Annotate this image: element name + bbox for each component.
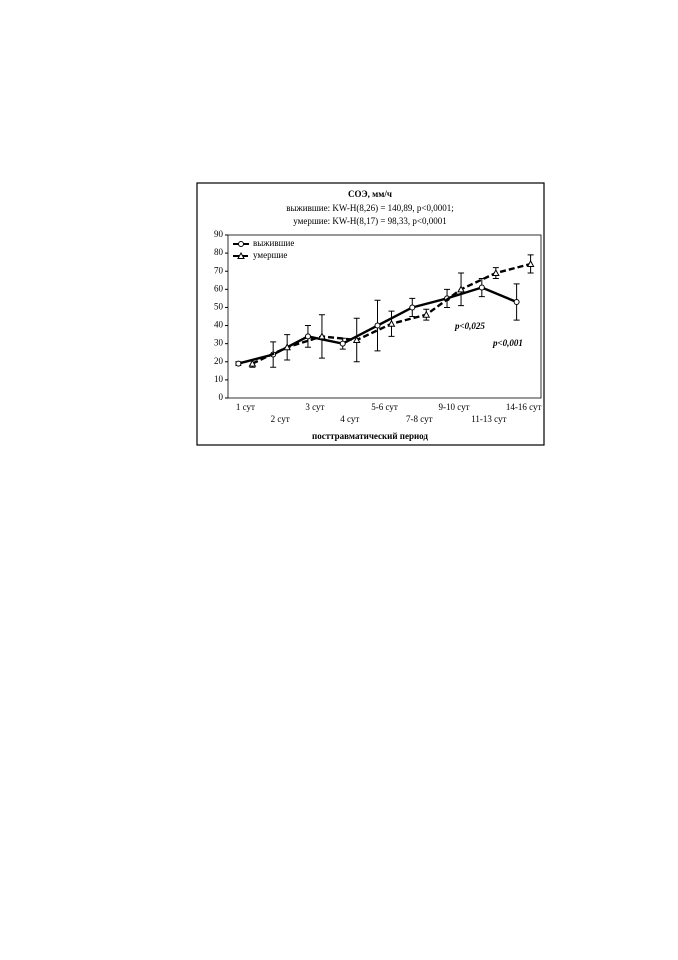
legend-marker — [237, 251, 245, 259]
point-marker — [374, 322, 381, 329]
y-tick-label: 30 — [214, 338, 224, 348]
point-marker — [248, 359, 257, 367]
point-marker — [457, 285, 465, 293]
point-marker — [409, 304, 416, 311]
point-marker — [478, 284, 485, 291]
chart-subtitle: выжившие: KW-H(8,26) = 140,89, p<0,0001; — [286, 203, 453, 213]
figure-frame — [196, 182, 545, 446]
point-marker — [283, 343, 292, 351]
point-marker — [339, 340, 346, 347]
point-marker — [422, 310, 431, 318]
y-tick-label: 20 — [214, 356, 224, 366]
point-marker — [352, 335, 361, 344]
point-marker — [235, 360, 242, 367]
y-tick-label: 40 — [214, 320, 224, 330]
y-tick-label: 70 — [214, 265, 224, 275]
point-marker — [491, 268, 500, 277]
x-tick-label: 5-6 сут — [371, 402, 398, 412]
y-tick-label: 80 — [214, 247, 224, 257]
y-tick-label: 0 — [219, 392, 224, 402]
x-tick-label: 3 сут — [305, 402, 324, 412]
point-marker — [513, 299, 520, 306]
legend-label: умершие — [253, 250, 287, 260]
annotation: p<0,025 — [454, 321, 485, 331]
x-tick-label: 7-8 сут — [406, 414, 433, 424]
point-marker — [387, 319, 396, 327]
y-tick-label: 90 — [214, 229, 224, 239]
point-marker — [304, 333, 311, 340]
x-axis-label: посттравматический период — [312, 431, 428, 441]
x-tick-label: 11-13 сут — [471, 414, 506, 424]
point-marker — [318, 332, 326, 340]
x-tick-label: 2 сут — [271, 414, 290, 424]
x-tick-label: 14-16 сут — [506, 402, 542, 412]
x-tick-label: 9-10 сут — [439, 402, 470, 412]
plot-frame — [227, 234, 542, 399]
y-tick-label: 50 — [214, 302, 224, 312]
x-tick-label: 4 сут — [340, 414, 359, 424]
legend-label: выжившие — [253, 238, 294, 248]
point-marker — [526, 259, 535, 267]
chart-subtitle: умершие: KW-H(8,17) = 98,33, p<0,0001 — [293, 216, 446, 226]
x-tick-label: 1 сут — [236, 402, 255, 412]
y-tick-label: 10 — [214, 374, 224, 384]
y-tick-label: 60 — [214, 283, 224, 293]
annotation: p<0,001 — [492, 338, 523, 348]
chart-title: СОЭ, мм/ч — [348, 189, 392, 199]
legend-marker — [238, 241, 244, 247]
